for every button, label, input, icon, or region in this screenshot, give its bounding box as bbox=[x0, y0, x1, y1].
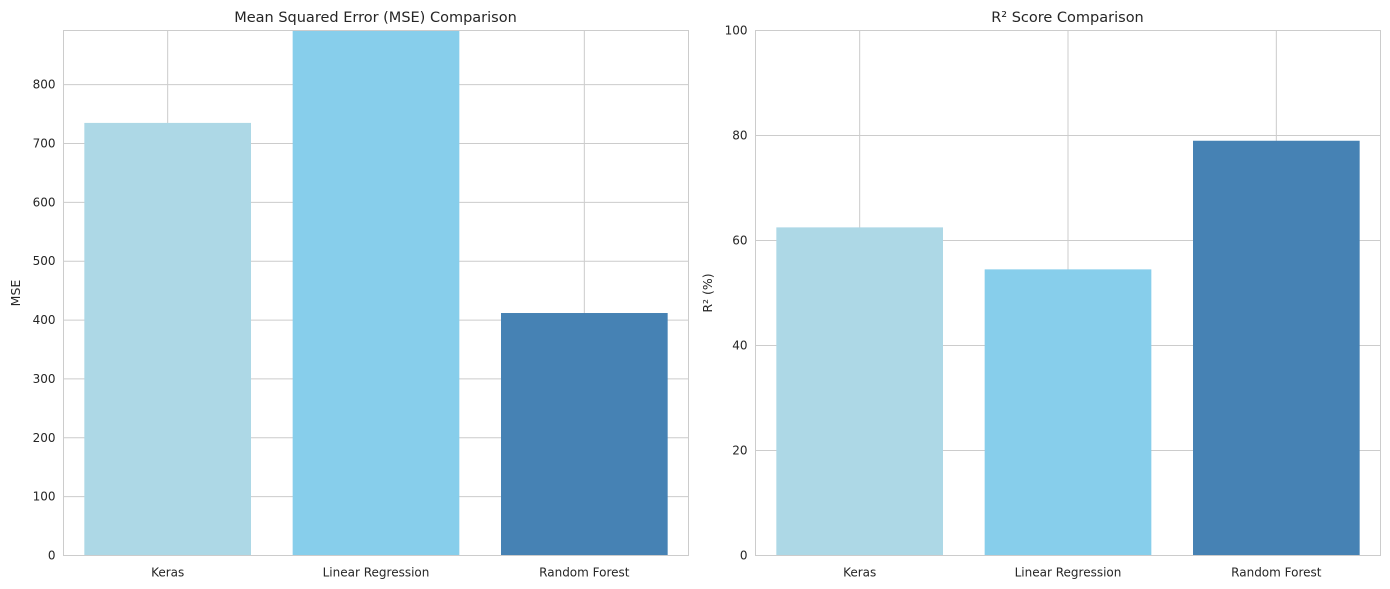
mse-chart-title: Mean Squared Error (MSE) Comparison bbox=[234, 10, 517, 26]
mse-x-tick-label: Random Forest bbox=[539, 566, 630, 580]
mse-y-tick-label: 700 bbox=[33, 137, 56, 151]
mse-x-tick-label: Linear Regression bbox=[323, 566, 430, 580]
r2-bar-0 bbox=[776, 227, 943, 556]
mse-y-tick-label: 600 bbox=[33, 195, 56, 209]
r2-x-tick-label: Linear Regression bbox=[1015, 566, 1122, 580]
r2-y-tick-label: 100 bbox=[725, 24, 748, 38]
mse-x-tick-label: Keras bbox=[151, 566, 184, 580]
mse-y-axis-label: MSE bbox=[8, 280, 23, 307]
mse-bar-0 bbox=[84, 122, 251, 556]
mse-bar-2 bbox=[501, 313, 668, 556]
mse-chart: Mean Squared Error (MSE) Comparison 0 100… bbox=[8, 10, 689, 580]
r2-x-tick-label: Random Forest bbox=[1231, 566, 1322, 580]
r2-chart-title: R² Score Comparison bbox=[991, 10, 1144, 26]
mse-y-tick-label: 300 bbox=[33, 372, 56, 386]
r2-x-tick-label: Keras bbox=[843, 566, 876, 580]
r2-y-axis-label: R² (%) bbox=[700, 273, 715, 312]
mse-plot-frame bbox=[63, 30, 689, 556]
mse-bar-1 bbox=[292, 30, 460, 556]
r2-y-tick-label: 80 bbox=[732, 129, 747, 143]
r2-x-tick-labels: Keras Linear Regression Random Forest bbox=[843, 566, 1322, 580]
mse-y-tick-label: 0 bbox=[48, 549, 56, 563]
mse-x-tick-labels: Keras Linear Regression Random Forest bbox=[151, 566, 630, 580]
r2-chart: R² Score Comparison 0 20 40 60 80 100 Keras Li… bbox=[700, 10, 1381, 580]
mse-y-tick-label: 800 bbox=[33, 78, 56, 92]
mse-y-tick-label: 500 bbox=[33, 254, 56, 268]
r2-bar-1 bbox=[984, 269, 1152, 556]
mse-y-tick-label: 100 bbox=[33, 490, 56, 504]
r2-y-tick-label: 60 bbox=[732, 234, 747, 248]
r2-bar-2 bbox=[1193, 140, 1360, 556]
r2-bars bbox=[776, 140, 1360, 556]
r2-y-tick-labels: 0 20 40 60 80 100 bbox=[725, 24, 748, 563]
mse-y-tick-label: 400 bbox=[33, 313, 56, 327]
r2-plot-frame bbox=[755, 30, 1381, 556]
mse-y-tick-labels: 0 100 200 300 400 500 600 700 800 bbox=[33, 78, 56, 563]
mse-bars bbox=[84, 30, 668, 556]
r2-y-tick-label: 40 bbox=[732, 339, 747, 353]
r2-y-tick-label: 0 bbox=[740, 549, 748, 563]
mse-y-tick-label: 200 bbox=[33, 431, 56, 445]
r2-y-tick-label: 20 bbox=[732, 444, 747, 458]
